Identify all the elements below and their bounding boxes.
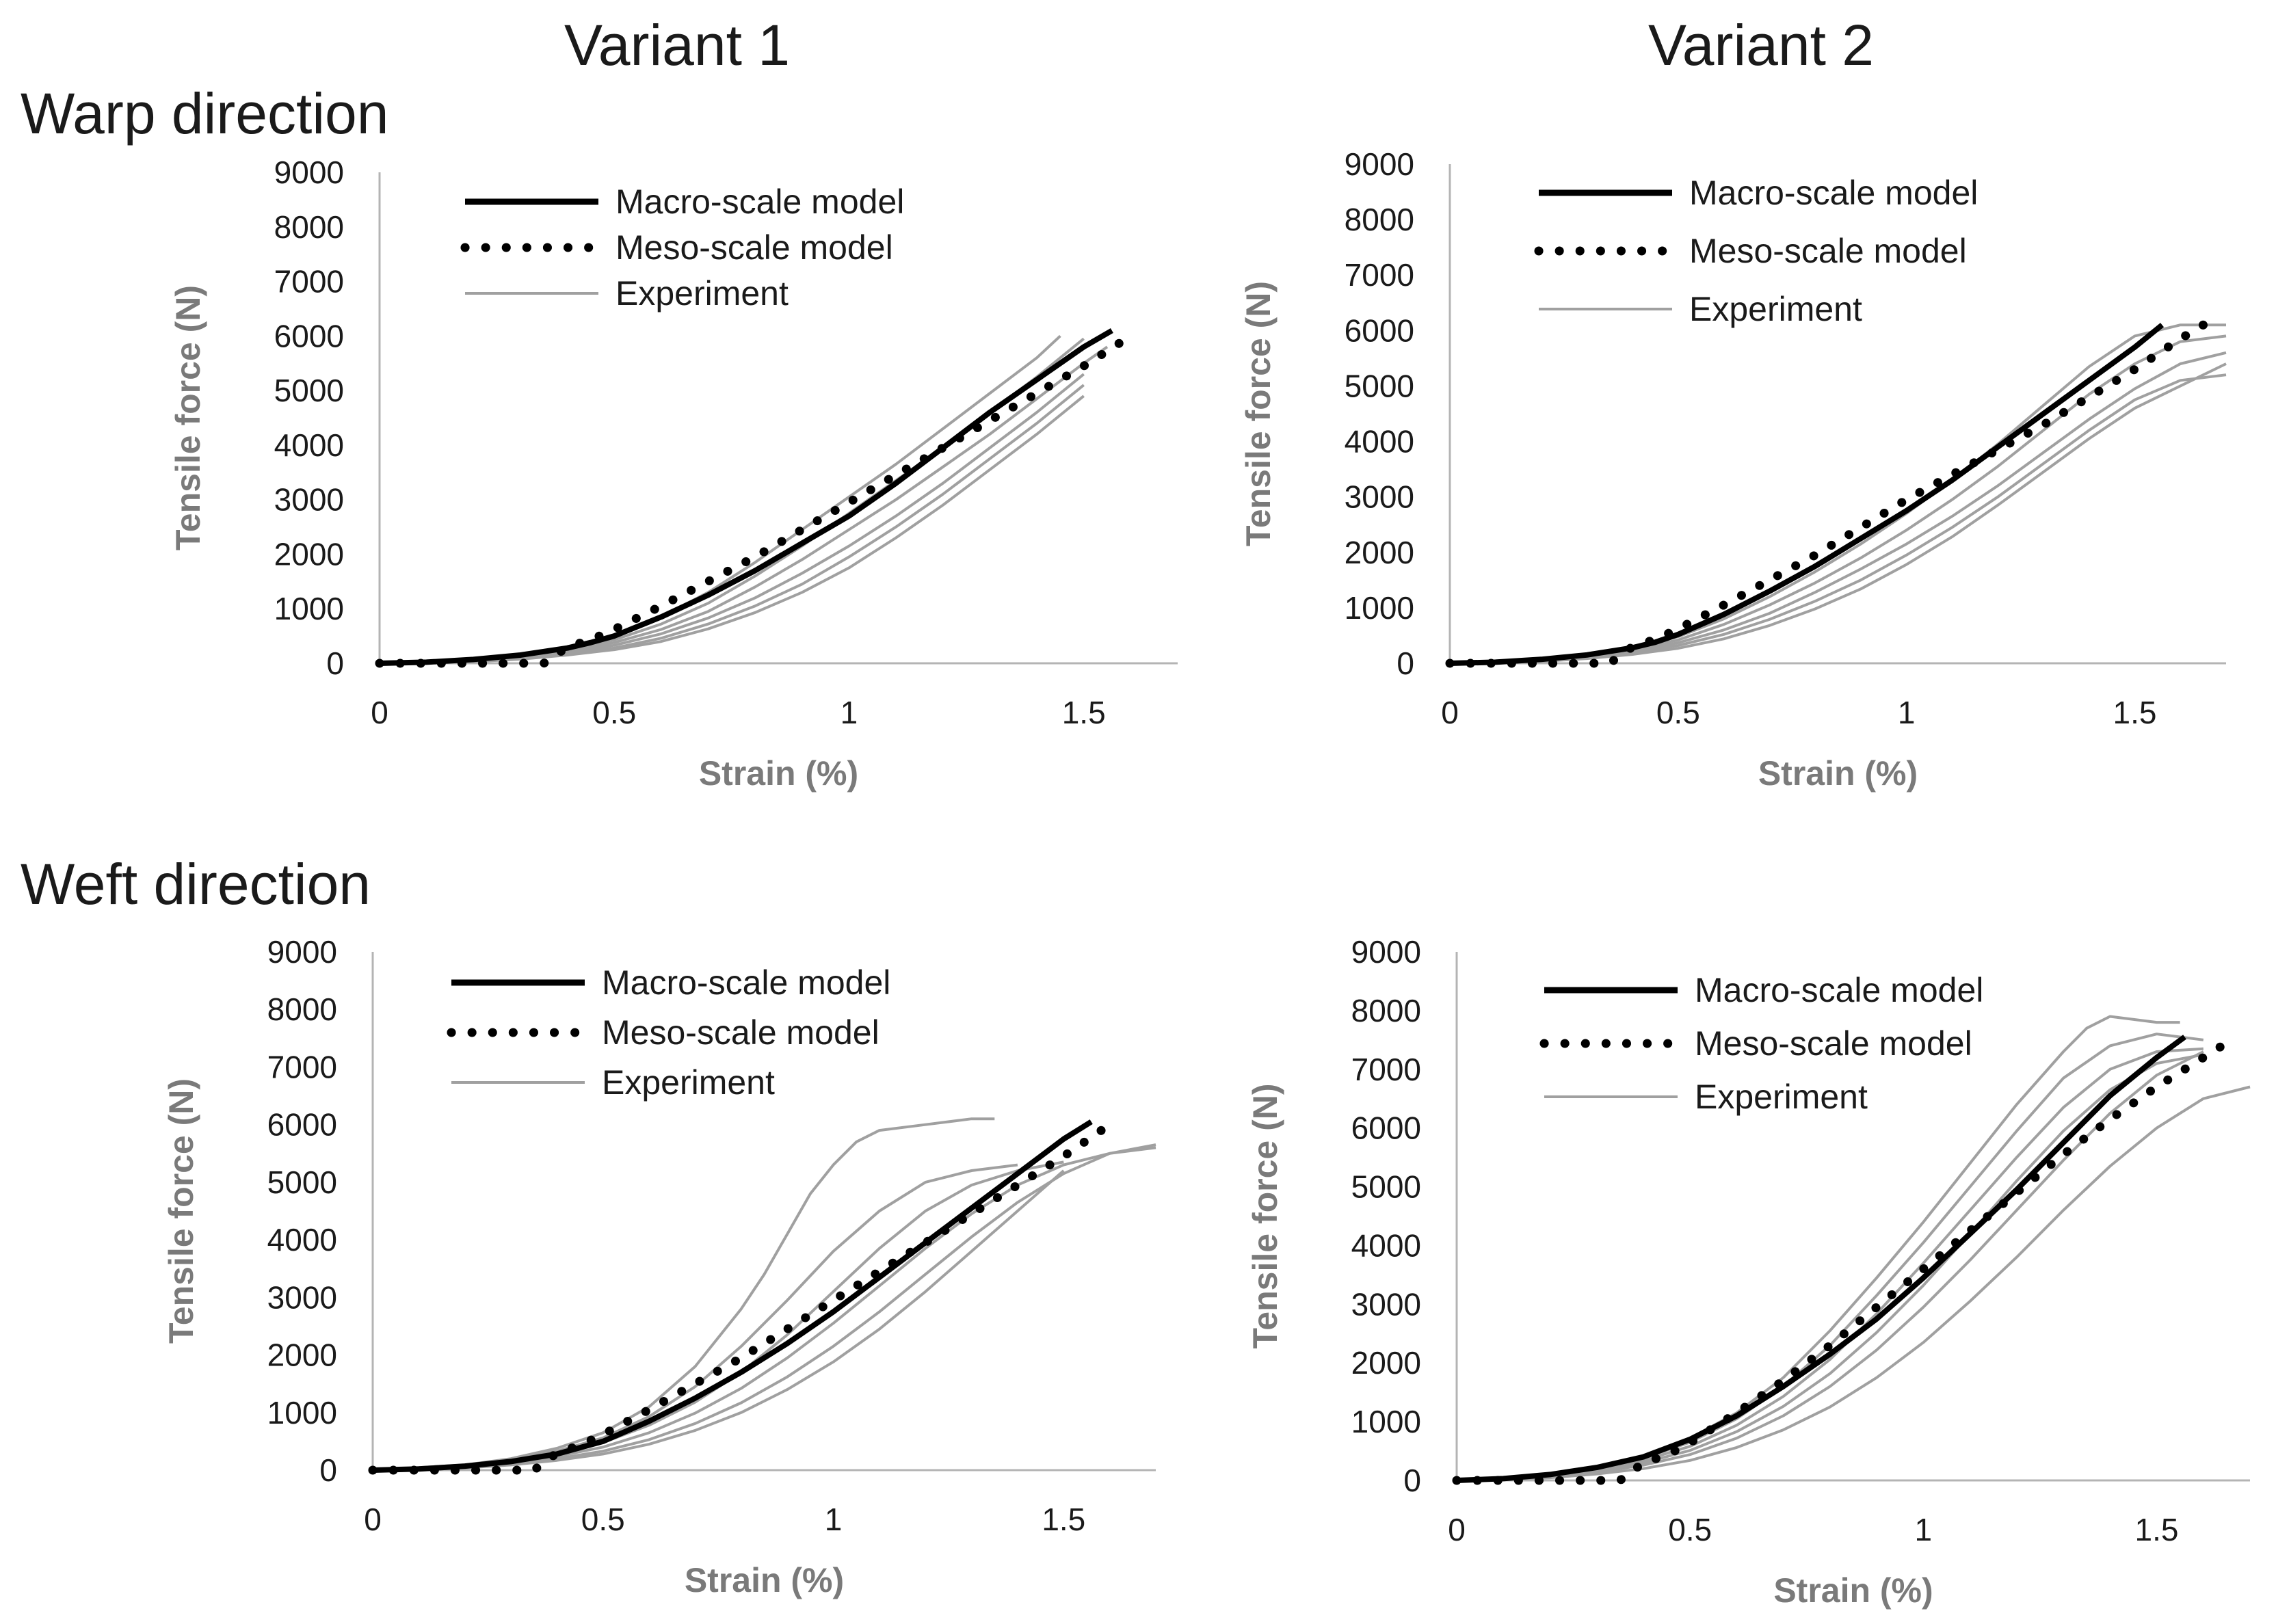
legend-experiment-label: Experiment — [616, 274, 789, 312]
legend-meso-label: Meso-scale model — [1689, 232, 1967, 270]
variant-1-title: Variant 1 — [564, 13, 790, 77]
legend-macro-label: Macro-scale model — [616, 183, 904, 221]
experiment-curve-5 — [372, 1143, 1156, 1472]
experiment-curve-6 — [1456, 1085, 2251, 1482]
x-axis-label: Strain (%) — [1773, 1571, 1933, 1610]
y-tick-label: 0 — [1397, 645, 1414, 681]
y-axis-label: Tensile force (N) — [169, 285, 207, 550]
y-tick-label: 1000 — [1351, 1404, 1421, 1439]
legend-macro-label: Macro-scale model — [602, 963, 890, 1002]
y-tick-label: 0 — [1403, 1463, 1421, 1498]
y-axis-label: Tensile force (N) — [1239, 281, 1278, 546]
y-tick-label: 6000 — [1345, 312, 1414, 348]
experiment-curve-5 — [1449, 362, 2227, 665]
experiment-curve-3 — [1449, 351, 2227, 665]
y-tick-label: 4000 — [1351, 1227, 1421, 1263]
meso-scale-curve — [1445, 320, 2208, 668]
x-tick-label: 1.5 — [1042, 1502, 1085, 1537]
y-axis-label: Tensile force (N) — [1246, 1083, 1284, 1348]
y-tick-label: 0 — [319, 1452, 337, 1488]
legend-experiment-label: Experiment — [1695, 1078, 1868, 1116]
y-tick-label: 9000 — [267, 934, 337, 970]
x-tick-label: 1 — [825, 1502, 843, 1537]
macro-scale-curve — [379, 328, 1113, 666]
y-tick-label: 5000 — [1345, 368, 1414, 403]
y-tick-label: 4000 — [274, 427, 344, 463]
y-tick-label: 5000 — [1351, 1169, 1421, 1205]
y-tick-label: 3000 — [274, 482, 344, 518]
y-tick-label: 2000 — [1351, 1345, 1421, 1381]
y-tick-label: 6000 — [267, 1107, 337, 1143]
y-tick-label: 7000 — [1345, 257, 1414, 293]
y-tick-label: 3000 — [1345, 479, 1414, 515]
y-tick-label: 9000 — [274, 155, 344, 190]
x-tick-label: 1.5 — [2113, 695, 2156, 730]
macro-scale-curve — [372, 1119, 1093, 1473]
y-tick-label: 1000 — [274, 591, 344, 626]
y-axis-label: Tensile force (N) — [162, 1078, 200, 1344]
meso-scale-curve — [375, 331, 1135, 668]
y-tick-label: 4000 — [1345, 424, 1414, 460]
x-tick-label: 0 — [364, 1502, 382, 1537]
legend-experiment-label: Experiment — [602, 1063, 775, 1102]
x-tick-label: 1.5 — [2135, 1512, 2179, 1547]
experiment-curve-6 — [372, 1169, 1065, 1472]
x-tick-label: 1 — [841, 695, 858, 730]
y-tick-label: 8000 — [1345, 202, 1414, 237]
y-tick-label: 0 — [326, 645, 344, 681]
x-tick-label: 0.5 — [592, 695, 636, 730]
experiment-curve-1 — [372, 1117, 995, 1472]
y-tick-label: 8000 — [267, 991, 337, 1027]
x-axis-label: Strain (%) — [1758, 754, 1918, 793]
macro-scale-curve — [1456, 1035, 2186, 1483]
y-tick-label: 7000 — [267, 1049, 337, 1084]
legend-meso-label: Meso-scale model — [616, 228, 893, 267]
y-tick-label: 8000 — [1351, 993, 1421, 1028]
legend-macro-label: Macro-scale model — [1695, 971, 1983, 1009]
x-axis-label: Strain (%) — [685, 1561, 844, 1599]
y-tick-label: 7000 — [1351, 1052, 1421, 1087]
y-tick-label: 9000 — [1345, 146, 1414, 182]
y-tick-label: 7000 — [274, 264, 344, 299]
meso-scale-curve — [1452, 1038, 2232, 1485]
y-tick-label: 3000 — [1351, 1286, 1421, 1322]
y-tick-label: 2000 — [274, 536, 344, 572]
warp-direction-title: Warp direction — [21, 81, 389, 146]
y-tick-label: 4000 — [267, 1222, 337, 1257]
y-tick-label: 6000 — [274, 318, 344, 354]
weft-direction-title: Weft direction — [21, 852, 371, 916]
x-tick-label: 1 — [1915, 1512, 1933, 1547]
y-tick-label: 2000 — [267, 1337, 337, 1373]
x-tick-label: 0 — [371, 695, 388, 730]
x-tick-label: 1.5 — [1062, 695, 1106, 730]
x-tick-label: 0.5 — [1668, 1512, 1712, 1547]
y-tick-label: 5000 — [274, 373, 344, 408]
experiment-curve-6 — [379, 395, 1085, 665]
x-tick-label: 1 — [1898, 695, 1916, 730]
x-tick-label: 0 — [1448, 1512, 1466, 1547]
x-tick-label: 0 — [1441, 695, 1459, 730]
experiment-curve-4 — [1456, 1053, 2204, 1482]
y-tick-label: 9000 — [1351, 934, 1421, 970]
variant-2-title: Variant 2 — [1648, 13, 1874, 77]
y-tick-label: 8000 — [274, 209, 344, 245]
macro-scale-curve — [1449, 323, 2165, 666]
y-tick-label: 3000 — [267, 1279, 337, 1315]
y-tick-label: 1000 — [267, 1395, 337, 1430]
legend-macro-label: Macro-scale model — [1689, 174, 1978, 212]
legend-meso-label: Meso-scale model — [602, 1013, 879, 1052]
x-tick-label: 0.5 — [1656, 695, 1700, 730]
y-tick-label: 5000 — [267, 1164, 337, 1200]
y-tick-label: 6000 — [1351, 1110, 1421, 1146]
y-tick-label: 2000 — [1345, 535, 1414, 570]
x-axis-label: Strain (%) — [699, 754, 858, 793]
y-tick-label: 1000 — [1345, 590, 1414, 626]
legend-meso-label: Meso-scale model — [1695, 1024, 1972, 1063]
x-tick-label: 0.5 — [581, 1502, 625, 1537]
legend-experiment-label: Experiment — [1689, 290, 1862, 328]
